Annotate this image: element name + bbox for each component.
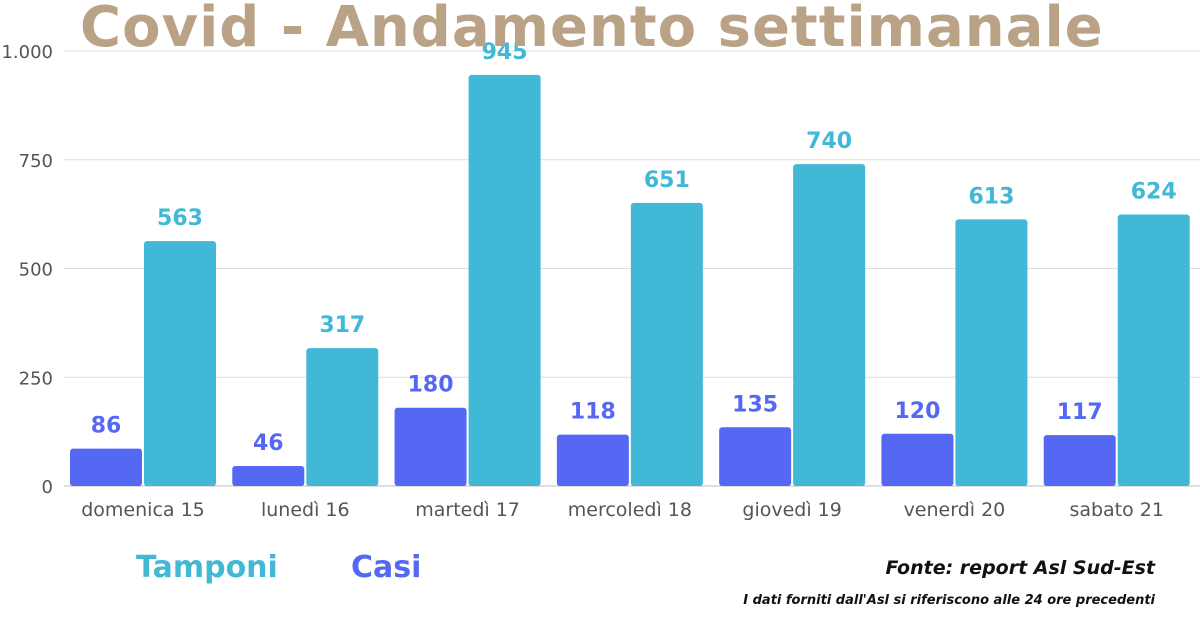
- y-tick-label: 0: [42, 477, 53, 498]
- bar-tamponi: [1117, 214, 1190, 486]
- bar-tamponi: [793, 164, 866, 486]
- data-label-tamponi: 740: [806, 129, 852, 154]
- bar-casi: [70, 448, 142, 486]
- data-label-casi: 118: [570, 400, 616, 425]
- chart-title: Covid - Andamento settimanale: [80, 0, 1104, 60]
- data-label-tamponi: 613: [968, 184, 1014, 209]
- y-tick-label: 500: [19, 260, 53, 281]
- x-tick-label: mercoledì 18: [568, 499, 692, 521]
- bar-casi: [719, 427, 792, 486]
- data-label-tamponi: 945: [482, 40, 528, 65]
- bar-tamponi: [144, 241, 216, 486]
- data-label-casi: 135: [732, 392, 778, 417]
- data-label-casi: 120: [894, 399, 940, 424]
- bar-tamponi: [630, 202, 703, 486]
- data-label-casi: 180: [408, 373, 454, 398]
- x-tick-label: martedì 17: [415, 499, 520, 521]
- data-label-tamponi: 563: [157, 206, 203, 231]
- footnote-text: I dati forniti dall'Asl si riferiscono a…: [743, 593, 1155, 608]
- bar-tamponi: [468, 74, 541, 487]
- bar-tamponi: [955, 219, 1028, 486]
- data-label-tamponi: 651: [644, 168, 690, 193]
- y-tick-label: 750: [19, 151, 53, 172]
- x-tick-label: lunedì 16: [261, 499, 350, 521]
- legend-tamponi: Tamponi: [136, 550, 278, 585]
- y-tick-label: 1.000: [1, 42, 53, 63]
- bar-casi: [1043, 435, 1116, 486]
- x-tick-label: venerdì 20: [904, 499, 1006, 521]
- data-label-casi: 46: [253, 431, 284, 456]
- data-label-tamponi: 317: [319, 313, 365, 338]
- bar-casi: [394, 407, 467, 486]
- x-tick-label: giovedì 19: [742, 499, 841, 521]
- data-label-casi: 86: [91, 414, 122, 439]
- source-text: Fonte: report Asl Sud-Est: [885, 557, 1155, 579]
- legend-casi: Casi: [351, 550, 422, 585]
- data-label-casi: 117: [1057, 400, 1103, 425]
- x-tick-label: sabato 21: [1069, 499, 1164, 521]
- bar-tamponi: [306, 348, 379, 486]
- y-tick-label: 250: [19, 368, 53, 389]
- bar-casi: [232, 465, 305, 486]
- bar-casi: [881, 433, 954, 486]
- data-label-tamponi: 624: [1131, 180, 1177, 205]
- bar-casi: [556, 434, 629, 486]
- x-tick-label: domenica 15: [81, 499, 205, 521]
